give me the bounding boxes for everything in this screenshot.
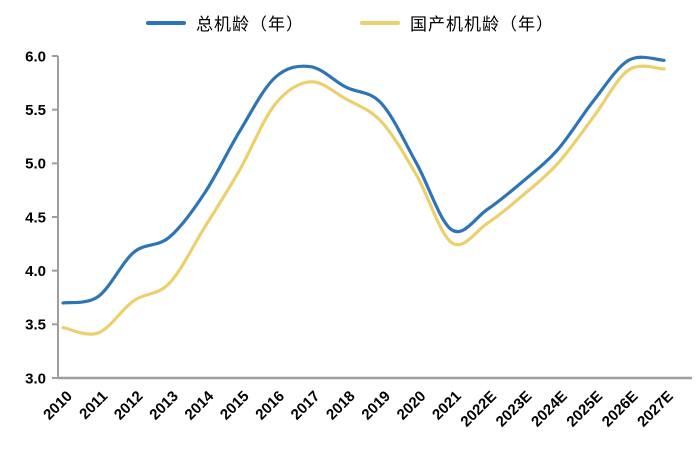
- x-tick-label: 2011: [76, 388, 111, 423]
- y-tick-label: 4.5: [25, 209, 46, 226]
- x-tick-label: 2017: [288, 388, 324, 424]
- legend-line-swatch-domestic-age: [360, 20, 400, 25]
- x-tick-label: 2020: [394, 388, 430, 424]
- y-tick-label: 4.0: [25, 263, 46, 280]
- y-tick-label: 5.0: [25, 156, 46, 173]
- x-tick-label: 2023E: [493, 388, 536, 431]
- legend: 总机龄（年） 国产机机龄（年）: [0, 10, 700, 35]
- x-tick-label: 2024E: [528, 388, 571, 431]
- x-tick-label: 2015: [217, 388, 253, 424]
- x-tick-label: 2016: [252, 388, 288, 424]
- legend-line-swatch-total-age: [146, 20, 186, 25]
- x-tick-label: 2013: [146, 388, 182, 424]
- x-tick-label: 2027E: [634, 388, 677, 431]
- x-tick-label: 2022E: [457, 388, 500, 431]
- legend-item-total-age: 总机龄（年）: [146, 10, 304, 35]
- legend-label-total-age: 总机龄（年）: [196, 15, 304, 34]
- y-tick-label: 3.0: [25, 370, 46, 387]
- x-tick-label: 2018: [323, 388, 359, 424]
- x-tick-label: 2014: [182, 387, 218, 423]
- y-tick-label: 3.5: [25, 317, 46, 334]
- legend-label-domestic-age: 国产机机龄（年）: [410, 15, 554, 34]
- series-line-total-age: [61, 55, 666, 305]
- x-tick-label: 2025E: [563, 388, 606, 431]
- x-tick-label: 2019: [358, 388, 394, 424]
- y-tick-label: 6.0: [25, 48, 46, 65]
- x-tick-label: 2010: [40, 388, 76, 424]
- legend-item-domestic-age: 国产机机龄（年）: [360, 10, 554, 35]
- y-tick-label: 5.5: [25, 102, 46, 119]
- series-line-domestic-age: [61, 64, 666, 336]
- x-tick-label: 2026E: [599, 388, 642, 431]
- x-tick-label: 2012: [111, 388, 147, 424]
